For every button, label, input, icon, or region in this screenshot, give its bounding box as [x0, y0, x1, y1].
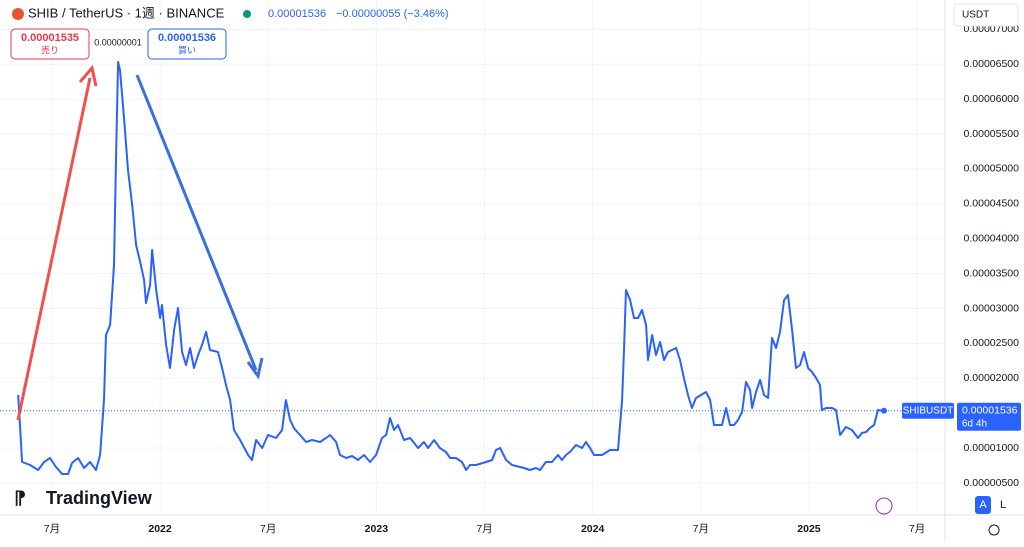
buy-label[interactable]: 買い: [178, 45, 196, 55]
sell-button[interactable]: [10, 28, 90, 60]
x-tick-label: 7月: [693, 523, 709, 535]
price-tag-countdown: 6d 4h: [962, 418, 987, 429]
x-tick-label: 2022: [148, 523, 172, 535]
y-tick-label: 0.00003000: [964, 302, 1020, 314]
buy-price[interactable]: 0.00001536: [158, 32, 216, 44]
sell-label[interactable]: 売り: [41, 44, 59, 55]
y-tick-label: 0.00002000: [964, 372, 1020, 384]
auto-scale-button[interactable]: [975, 496, 991, 514]
y-tick-label: 0.00001000: [964, 442, 1020, 454]
x-tick-label: 2024: [581, 523, 605, 535]
x-tick-label: 2025: [797, 523, 821, 535]
market-status: [243, 10, 251, 18]
brand-logo: TradingView: [46, 488, 153, 508]
lightning-icon[interactable]: [875, 497, 893, 515]
y-tick-label: 0.00006000: [964, 93, 1020, 105]
last-price-dot: [881, 407, 888, 414]
sell-price[interactable]: 0.00001535: [21, 32, 79, 44]
up-arrow: [16, 77, 92, 421]
x-tick-label: 7月: [260, 523, 276, 535]
y-tick-label: 0.00003500: [964, 267, 1020, 279]
series-tag-label: SHIBUSDT: [903, 405, 954, 416]
y-tick-label: 0.00004000: [964, 232, 1020, 244]
currency-select[interactable]: [953, 3, 1019, 27]
price-line: [17, 61, 885, 475]
y-tick-label: 0.00004500: [964, 198, 1020, 210]
y-tick-label: 0.00006500: [964, 58, 1020, 70]
brand-mark: ⁋: [14, 488, 26, 509]
auto-scale-label[interactable]: A: [979, 499, 987, 511]
settings-icon[interactable]: [988, 524, 1000, 536]
symbol-title: SHIB / TetherUS · 1週 · BINANCE: [28, 5, 225, 20]
up-arrow-head: [78, 64, 98, 87]
currency[interactable]: USDT: [962, 10, 989, 21]
y-tick-label: 0.00000500: [964, 477, 1020, 489]
x-tick-label: 7月: [44, 523, 60, 535]
price-tag-value: 0.00001536: [962, 404, 1018, 416]
down-arrow-head: [246, 357, 264, 380]
y-tick-label: 0.00002500: [964, 337, 1020, 349]
x-tick-label: 7月: [476, 523, 492, 535]
buy-button[interactable]: [147, 28, 227, 60]
log-scale-label[interactable]: L: [1000, 499, 1006, 511]
down-arrow: [135, 74, 258, 371]
y-tick-label: 0.00005500: [964, 128, 1020, 140]
x-tick-label: 7月: [909, 523, 925, 535]
price-tag: [957, 402, 1021, 431]
series-tag: [902, 402, 954, 419]
plot: [0, 61, 945, 475]
last-price: 0.00001536: [268, 8, 326, 20]
y-tick-label: 0.00005000: [964, 163, 1020, 175]
price-change: −0.00000055 (−3.46%): [336, 8, 449, 20]
symbol-logo: [12, 8, 24, 20]
axes: 0.000005000.000010000.000015000.00002000…: [44, 23, 1021, 535]
spread: 0.00000001: [94, 37, 142, 47]
x-tick-label: 2023: [365, 523, 389, 535]
